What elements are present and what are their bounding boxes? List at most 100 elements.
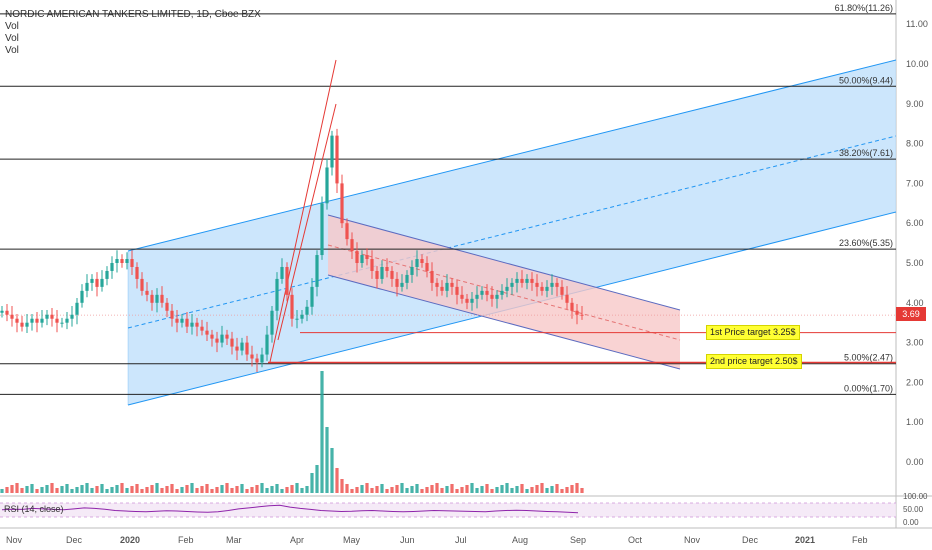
descending-channel-upper — [327, 214, 681, 311]
candle-body — [120, 259, 124, 263]
volume-bar — [430, 485, 434, 493]
volume-bar — [505, 483, 509, 493]
indicator-vol-1[interactable]: Vol — [5, 21, 19, 32]
volume-bar — [405, 488, 409, 493]
volume-bar — [525, 489, 529, 493]
fib-level-label: 61.80%(11.26) — [835, 3, 893, 13]
x-tick-label: Mar — [226, 535, 242, 545]
y-tick-label: 11.00 — [906, 19, 928, 29]
candle-body — [155, 294, 159, 303]
fib-level-label: 23.60%(5.35) — [839, 238, 893, 248]
volume-bar — [70, 489, 74, 493]
candle-body — [520, 278, 524, 283]
y-tick-label: 2.00 — [906, 377, 924, 387]
candle-body — [180, 318, 184, 323]
volume-bar — [40, 487, 44, 493]
candle-body — [110, 263, 114, 271]
candle-body — [80, 290, 84, 303]
candle-body — [75, 302, 79, 315]
x-tick-label: Feb — [852, 535, 868, 545]
candle-body — [140, 278, 144, 291]
volume-bar — [410, 486, 414, 493]
x-tick-label: Aug — [512, 535, 528, 545]
candle-body — [365, 255, 369, 260]
candle-body — [510, 282, 514, 287]
volume-bar — [275, 484, 279, 493]
candle-body — [450, 282, 454, 287]
y-tick-label: 9.00 — [906, 99, 924, 109]
candle-body — [345, 223, 349, 240]
candle-body — [285, 266, 289, 295]
indicator-vol-2[interactable]: Vol — [5, 33, 19, 44]
candle-body — [25, 322, 29, 327]
volume-bar — [5, 487, 9, 493]
candle-body — [565, 294, 569, 303]
volume-bar — [560, 489, 564, 493]
candle-body — [165, 302, 169, 311]
volume-bar — [230, 488, 234, 493]
volume-bar — [435, 483, 439, 493]
volume-bar — [325, 427, 329, 493]
volume-bar — [200, 486, 204, 493]
volume-bar — [35, 489, 39, 493]
candle-body — [435, 282, 439, 287]
candle-body — [190, 322, 194, 327]
rsi-line — [1, 504, 579, 514]
candle-body — [70, 314, 74, 319]
candle-body — [305, 306, 309, 315]
candle-body — [170, 310, 174, 319]
volume-bar — [50, 483, 54, 493]
candle-body — [505, 286, 509, 291]
candle-body — [50, 314, 54, 319]
candle-body — [370, 259, 374, 271]
candle-body — [160, 294, 164, 303]
candle-body — [205, 330, 209, 335]
volume-bar — [335, 468, 339, 493]
candle-body — [240, 342, 244, 351]
candle-body — [45, 314, 49, 319]
candle-body — [125, 259, 129, 263]
indicator-vol-3[interactable]: Vol — [5, 45, 19, 56]
volume-bar — [100, 484, 104, 493]
volume-bar — [440, 488, 444, 493]
volume-bar — [25, 486, 29, 493]
candle-body — [265, 334, 269, 355]
candle-body — [330, 135, 334, 168]
volume-bar — [575, 483, 579, 493]
volume-bar — [340, 479, 344, 493]
volume-bar — [345, 484, 349, 493]
candle-body — [215, 338, 219, 343]
volume-bar — [305, 486, 309, 493]
volume-bar — [370, 488, 374, 493]
volume-bar — [495, 487, 499, 493]
candle-body — [540, 286, 544, 291]
volume-bar — [130, 486, 134, 493]
candle-body — [410, 266, 414, 275]
volume-bar — [95, 486, 99, 493]
volume-bar — [180, 487, 184, 493]
volume-bar — [475, 488, 479, 493]
volume-bar — [460, 487, 464, 493]
volume-bar — [545, 488, 549, 493]
y-tick-label: 0.00 — [906, 457, 924, 467]
volume-bar — [15, 483, 19, 493]
volume-bar — [135, 484, 139, 493]
candle-body — [350, 239, 354, 252]
candle-body — [220, 334, 224, 343]
candle-body — [360, 255, 364, 263]
candle-body — [315, 255, 319, 287]
rsi-label: RSI (14, close) — [4, 504, 64, 514]
candle-body — [530, 278, 534, 283]
candle-body — [65, 318, 69, 323]
volume-bar — [115, 485, 119, 493]
candle-body — [495, 294, 499, 299]
volume-bar — [250, 487, 254, 493]
volume-bar — [315, 465, 319, 493]
candle-body — [55, 318, 59, 323]
candle-body — [60, 322, 64, 324]
candle-body — [430, 270, 434, 283]
volume-bar — [400, 483, 404, 493]
y-tick-label: 8.00 — [906, 139, 924, 149]
volume-bar — [540, 483, 544, 493]
